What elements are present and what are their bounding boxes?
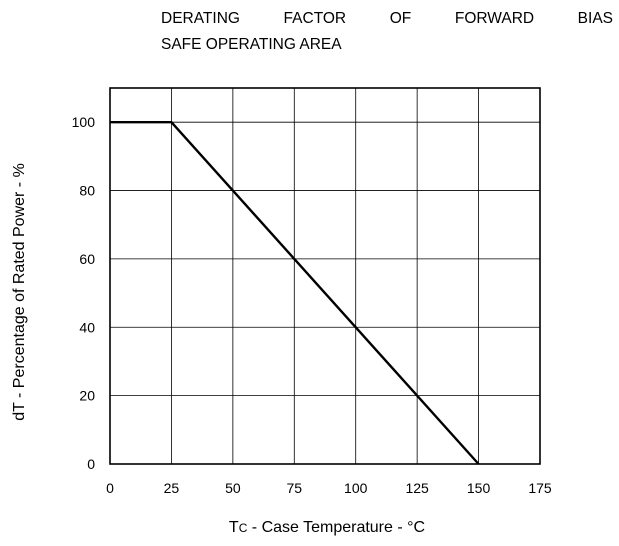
x-tick-label: 75 (286, 480, 302, 496)
x-tick-label: 150 (467, 480, 491, 496)
title-word: OF (389, 10, 412, 27)
chart-title-line2: SAFE OPERATING AREA (161, 36, 342, 53)
chart-title: DERATING FACTOR OF FORWARD BIAS SAFE OPE… (161, 6, 613, 58)
x-axis-label-main: T (229, 519, 239, 536)
plot-frame (109, 87, 541, 465)
y-axis-label: dT - Percentage of Rated Power - % (11, 163, 28, 421)
x-axis-label: TC - Case Temperature - °C (229, 519, 425, 536)
y-tick-label: 20 (79, 388, 95, 404)
y-tick-label: 40 (79, 319, 95, 335)
x-tick-label: 25 (164, 480, 180, 496)
x-tick-label: 50 (225, 480, 241, 496)
y-tick-label: 0 (87, 456, 95, 472)
y-tick-label: 60 (79, 251, 95, 267)
y-tick-label: 100 (72, 114, 96, 130)
x-tick-label: 100 (344, 480, 368, 496)
x-tick-label: 125 (405, 480, 429, 496)
title-word: FORWARD (454, 10, 535, 27)
x-tick-label: 0 (106, 480, 114, 496)
title-word: BIAS (577, 10, 613, 27)
tick-labels: 0 25 50 75 100 125 150 175 0 20 40 60 80 100 (72, 114, 552, 496)
title-word: DERATING (161, 10, 240, 27)
x-tick-label: 175 (528, 480, 552, 496)
x-axis-label-subscript: C (239, 521, 248, 535)
x-axis-label-rest: - Case Temperature - °C (247, 519, 425, 536)
title-word: FACTOR (283, 10, 347, 27)
chart-title-line1: DERATING FACTOR OF FORWARD BIAS (161, 6, 613, 32)
y-tick-label: 80 (79, 183, 95, 199)
series-line (110, 120, 480, 465)
grid-lines (110, 88, 540, 464)
